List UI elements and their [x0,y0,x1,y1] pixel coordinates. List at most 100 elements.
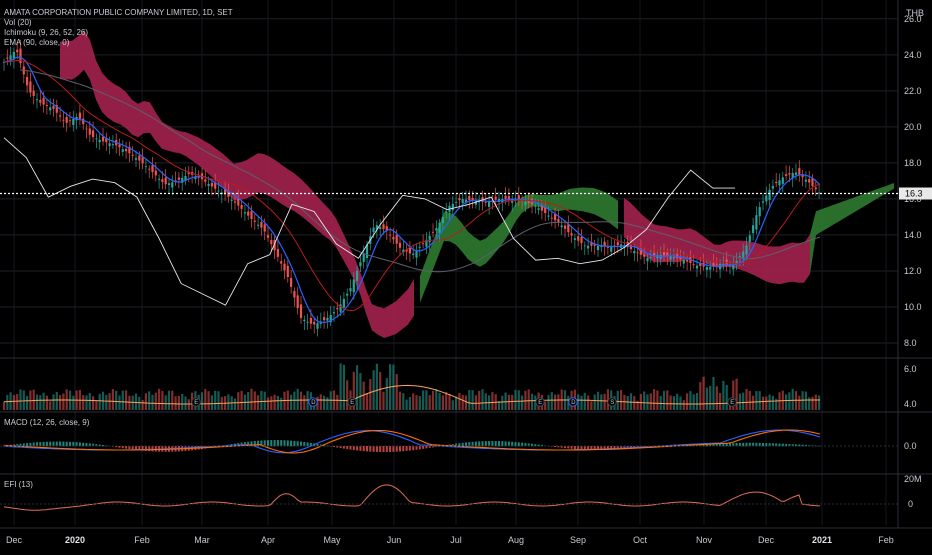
candle-body [396,235,398,244]
volume-bar [13,395,15,410]
volume-bar [604,394,606,410]
candle-body [650,257,652,258]
candle-body [142,157,144,163]
macd-histogram-bar [376,446,378,452]
candle-body [719,264,721,269]
volume-bar [118,396,120,410]
volume-bar [462,395,464,410]
candle-body [250,211,252,219]
candle-body [43,98,45,104]
macd-histogram-bar [392,446,394,452]
candle-body [439,223,441,233]
candle-body [33,91,35,96]
candle-body [340,304,342,311]
candle-body [524,202,526,205]
candle-body [772,186,774,189]
volume-bar [386,378,388,410]
macd-histogram-bar [274,440,276,446]
candle-body [670,256,672,259]
volume-bar [366,393,368,410]
volume-bar [92,396,94,410]
macd-histogram-bar [782,444,784,447]
macd-histogram-bar [762,443,764,446]
candle-body [495,197,497,200]
candle-body [85,129,87,130]
volume-bar [739,394,741,410]
volume-bar [85,395,87,410]
volume-bar [290,395,292,410]
candle-body [66,117,68,123]
volume-bar [392,365,394,410]
event-marker-label: D [311,400,316,406]
macd-histogram-bar [152,446,154,451]
chart-title: AMATA CORPORATION PUBLIC COMPANY LIMITED… [4,8,233,18]
volume-bar [158,389,160,410]
candle-body [359,262,361,266]
candle-body [818,193,820,194]
volume-bar [320,394,322,410]
volume-bar [323,396,325,410]
volume-bar [818,396,820,410]
volume-bar [465,395,467,410]
candle-body [89,128,91,134]
volume-bar [706,388,708,410]
event-marker-label: E [194,400,198,406]
legend-efi: EFI (13) [4,480,33,490]
volume-bar [399,392,401,410]
time-tick-label: Feb [878,535,894,545]
candle-body [382,224,384,229]
volume-bar [181,394,183,410]
volume-bar [49,401,51,410]
macd-histogram-bar [369,446,371,452]
volume-bar [633,396,635,410]
macd-histogram-bar [264,440,266,446]
volume-bar [105,395,107,410]
volume-bar [432,391,434,410]
volume-bar [445,392,447,410]
macd-histogram-bar [277,440,279,446]
volume-bar [419,396,421,410]
volume-bar [769,395,771,410]
candle-body [112,144,114,145]
candle-body [135,158,137,160]
efi-tick-label-high: 20M [904,474,922,484]
volume-bar [749,391,751,410]
macd-histogram-bar [257,441,259,447]
candle-body [39,100,41,103]
candle-body [422,243,424,244]
macd-histogram-bar [383,446,385,452]
macd-legend: MACD (12, 26, close, 9) [4,418,89,428]
price-tick-label: 12.0 [904,266,922,276]
volume-bar [3,402,5,410]
candle-body [310,318,312,324]
candle-body [610,247,612,252]
volume-bar [33,390,35,410]
candle-body [580,237,582,243]
candle-body [158,179,160,180]
indicator-lines [0,57,898,322]
candle-body [204,179,206,181]
candle-body [412,254,414,255]
volume-bar [99,394,101,410]
candle-body [534,206,536,207]
macd-histogram-bar [379,446,381,452]
candle-body [168,183,170,185]
volume-bar [142,400,144,410]
candle-body [363,254,365,262]
volume-bar [254,391,256,410]
time-tick-label: Feb [134,535,150,545]
macd-histogram-bar [402,446,404,451]
candle-body [290,278,292,287]
candle-body [270,240,272,244]
candle-body [217,191,219,192]
candle-body [399,243,401,248]
candle-body [775,182,777,183]
volume-bar [643,391,645,410]
volume-bar [679,396,681,410]
efi-legend: EFI (13) [4,480,33,490]
volume-bar [742,393,744,410]
candle-body [815,187,817,189]
volume-bar [369,379,371,410]
volume-bar [620,390,622,410]
